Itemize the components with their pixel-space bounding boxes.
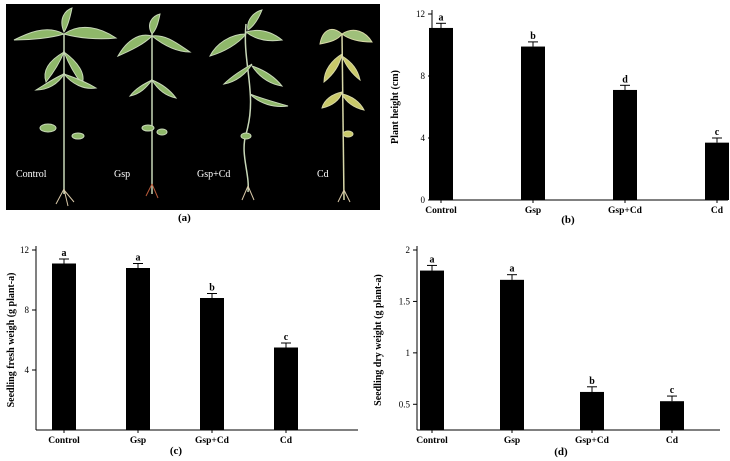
significance-label: a [136,253,141,264]
fresh-weight-chart: 4 8 12 Seedling fresh weigh (g plant-a) a Con… [6,245,358,457]
dry-weight-chart: 0.5 1 1.5 2 Seedling dry weight (g plant-a) a… [373,245,720,458]
y-tick-label: 2 [406,245,411,255]
x-tick-label-control: Control [425,206,457,216]
bar-cd [705,142,729,200]
significance-label: d [622,74,628,85]
bar-cd [274,347,298,430]
plant-gsp [116,13,192,199]
plant-height-chart: 0 4 8 12 Plant height (cm) a Control b Gsp d Gsp+C… [390,9,729,226]
y-tick-label: 0.5 [399,399,411,409]
bar-gsp [500,279,524,430]
y-axis-label: Seedling fresh weigh (g plant-a) [6,273,17,408]
bar-control [420,270,444,430]
significance-label: c [670,385,675,396]
significance-label: a [62,248,67,259]
plant-label-gsp-cd: Gsp+Cd [197,169,231,180]
significance-label: c [715,127,720,138]
panel-letter: (d) [554,446,568,458]
y-tick-label: 8 [25,305,30,315]
bar-gsp [126,268,150,430]
bar-gsp-cd [580,391,604,430]
y-tick-label: 0 [421,195,426,205]
x-tick-label-control: Control [416,436,448,446]
x-tick-label-cd: Cd [711,206,724,216]
bar-gsp [521,46,545,200]
significance-label: b [209,283,215,294]
y-axis-label: Plant height (cm) [390,70,401,144]
bar-gsp-cd [200,298,224,430]
y-tick-label: 4 [421,133,426,143]
significance-label: a [439,12,444,23]
significance-label: b [530,31,536,42]
plant-control [13,7,118,207]
plant-label-control: Control [16,169,47,180]
seedling-photo: Control Gsp Gsp+Cd Cd [6,4,380,210]
x-tick-label-gsp: Gsp [525,206,541,216]
x-tick-label-gsp-cd: Gsp+Cd [195,436,230,446]
x-tick-label-gsp: Gsp [130,436,146,446]
plant-label-gsp: Gsp [114,169,131,180]
significance-label: c [284,332,289,343]
panel-letter-a: (a) [178,212,191,224]
y-tick-label: 1.5 [399,296,411,306]
x-tick-label-cd: Cd [666,436,679,446]
y-axis-label: Seedling dry weight (g plant-a) [373,274,384,406]
significance-label: a [430,254,435,265]
plant-label-cd: Cd [317,169,329,180]
y-tick-label: 1 [406,348,411,358]
plant-cd [319,29,373,203]
y-tick-label: 12 [20,245,29,255]
bar-gsp-cd [613,89,637,200]
x-tick-label-control: Control [48,436,80,446]
x-tick-label-cd: Cd [280,436,293,446]
significance-label: a [510,264,515,275]
significance-label: b [589,376,595,387]
y-tick-label: 4 [25,365,30,375]
x-tick-label-gsp-cd: Gsp+Cd [608,206,643,216]
y-tick-label: 8 [421,71,426,81]
panel-letter: (b) [561,214,575,226]
bar-control [52,263,76,430]
seedling-illustration [13,7,373,207]
y-tick-label: 12 [416,9,425,19]
x-tick-label-gsp-cd: Gsp+Cd [575,436,610,446]
panel-letter: (c) [170,445,183,457]
bar-cd [660,401,684,430]
x-tick-label-gsp: Gsp [504,436,520,446]
bar-control [429,27,453,201]
plant-gsp-cd [209,9,289,201]
